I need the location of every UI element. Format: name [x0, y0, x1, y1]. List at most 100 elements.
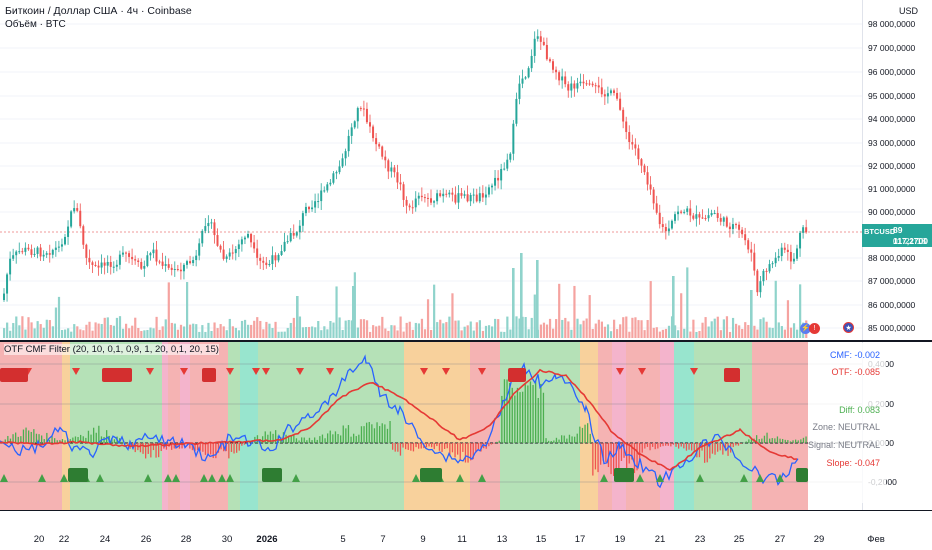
histogram-bar — [761, 438, 763, 443]
histogram-bar — [462, 443, 464, 452]
volume-bar — [48, 320, 51, 338]
histogram-bar — [152, 443, 155, 451]
volume-bar — [42, 327, 45, 338]
histogram-bar — [90, 434, 92, 443]
event-icon[interactable]: ⚡ — [800, 323, 811, 334]
volume-bar — [707, 326, 710, 338]
volume-bar — [552, 328, 555, 338]
candle — [731, 217, 734, 235]
volume-bar — [91, 330, 94, 338]
histogram-bar — [249, 442, 251, 443]
volume-bar — [323, 326, 326, 338]
time-axis[interactable] — [0, 510, 932, 550]
volume-bar — [539, 324, 542, 338]
candle — [15, 250, 18, 264]
volume-bar — [738, 325, 741, 338]
volume-bar — [247, 324, 250, 338]
histogram-bar — [319, 436, 321, 443]
histogram-bar — [54, 438, 56, 443]
flag-icon[interactable]: ★ — [843, 322, 854, 333]
candle — [475, 188, 478, 203]
volume-bar — [356, 327, 359, 338]
volume-bar — [369, 331, 372, 338]
histogram-bar — [506, 379, 508, 443]
candle — [509, 152, 512, 163]
candle — [457, 185, 460, 210]
volume-bar — [591, 328, 594, 338]
price-chart[interactable] — [0, 0, 862, 340]
event-icon[interactable]: ! — [809, 323, 820, 334]
candle — [649, 176, 652, 195]
price-tick-label: 87 000,0000 — [868, 276, 916, 286]
histogram-bar — [327, 433, 329, 443]
currency-label[interactable]: USD — [899, 6, 919, 16]
candle — [491, 183, 493, 195]
volume-bar — [347, 319, 350, 338]
histogram-bar — [293, 434, 295, 443]
histogram-bar — [373, 428, 376, 443]
histogram-bar — [160, 443, 162, 452]
candle — [713, 209, 716, 215]
candle — [73, 200, 76, 214]
histogram-bar — [594, 443, 597, 470]
volume-bar — [143, 330, 146, 338]
volume-bar — [353, 272, 356, 338]
price-axis[interactable]: USD — [862, 0, 932, 340]
histogram-bar — [769, 438, 771, 443]
indicator-chart[interactable] — [0, 342, 862, 510]
candle — [45, 251, 48, 258]
candle — [54, 241, 57, 257]
candle — [338, 160, 341, 175]
volume-legend[interactable]: Объём · BTC — [5, 19, 66, 30]
candle — [250, 232, 253, 248]
histogram-bar — [667, 443, 669, 446]
time-tick-label: 21 — [654, 534, 666, 545]
candle — [298, 220, 301, 240]
volume-bar — [484, 325, 488, 338]
volume-bar — [213, 322, 216, 338]
histogram-bar — [704, 443, 706, 463]
zone-band — [674, 342, 694, 510]
candle — [469, 192, 472, 207]
volume-bar — [274, 321, 277, 338]
histogram-bar — [548, 440, 550, 443]
pane-separator[interactable] — [0, 340, 932, 342]
volume-bar — [658, 331, 661, 338]
histogram-bar — [610, 443, 612, 475]
histogram-bar — [202, 443, 204, 452]
time-tick-label: 7 — [380, 534, 386, 545]
time-tick-label: 13 — [496, 534, 508, 545]
candle — [134, 255, 137, 265]
histogram-bar — [545, 438, 547, 443]
symbol-title[interactable]: Биткоин / Доллар США · 4ч · Coinbase — [5, 5, 192, 17]
candle — [91, 260, 94, 274]
buy-marker — [0, 474, 8, 482]
histogram-bar — [683, 443, 685, 449]
signal-box — [724, 368, 740, 382]
volume-bar — [134, 317, 137, 338]
histogram-bar — [756, 435, 758, 443]
volume-bar — [649, 281, 652, 338]
candle — [115, 259, 118, 272]
candle — [103, 257, 106, 275]
volume-bar — [265, 321, 268, 338]
candle — [756, 268, 759, 296]
histogram-bar — [579, 426, 581, 443]
volume-bar — [378, 325, 381, 338]
volume-bar — [695, 331, 698, 338]
histogram-bar — [238, 443, 240, 451]
zone-band — [228, 342, 240, 510]
candle — [710, 209, 713, 217]
histogram-bar — [262, 436, 264, 443]
histogram-bar — [392, 443, 394, 450]
candle — [18, 242, 21, 255]
volume-bar — [561, 319, 564, 338]
histogram-bar — [35, 433, 38, 443]
candle — [588, 79, 591, 86]
histogram-bar — [402, 443, 404, 448]
indicator-title[interactable]: OTF CMF Filter (20, 10, 0,1, 0,9, 1, 20,… — [4, 344, 219, 355]
zone-band — [694, 342, 752, 510]
buy-marker — [96, 474, 104, 482]
candle — [57, 240, 60, 253]
